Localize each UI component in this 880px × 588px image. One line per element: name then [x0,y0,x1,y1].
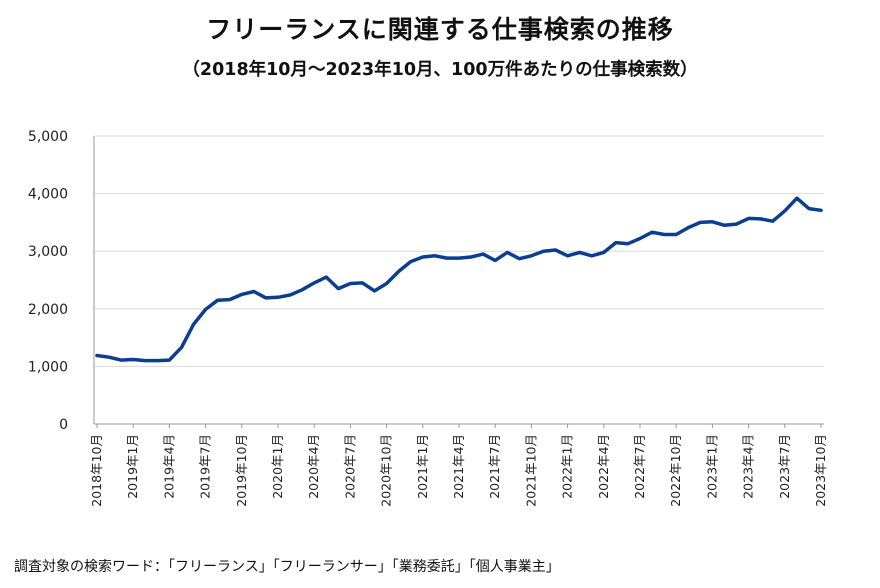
y-tick-label: 0 [59,417,68,433]
series-line [95,196,823,363]
y-tick-label: 4,000 [28,187,68,203]
y-tick-label: 3,000 [28,244,68,260]
y-tick-label: 1,000 [28,359,68,375]
x-tick-label: 2020年10月 [379,434,394,507]
x-tick-label: 2020年4月 [306,434,321,499]
x-tick-label: 2020年1月 [270,434,285,499]
chart-subtitle: （2018年10月～2023年10月、100万件あたりの仕事検索数） [182,60,698,80]
x-tick-label: 2021年10月 [523,434,538,507]
x-tick-label: 2019年10月 [234,434,249,507]
x-tick-label: 2021年7月 [487,434,502,499]
x-tick-label: 2019年1月 [125,434,140,499]
chart-title: フリーランスに関連する仕事検索の推移 [206,15,674,44]
y-tick-label: 5,000 [28,129,68,145]
x-tick-label: 2020年7月 [342,434,357,499]
x-tick-label: 2019年7月 [198,434,213,499]
x-tick-label: 2023年4月 [741,434,756,499]
x-tick-label: 2023年10月 [813,434,828,507]
x-tick-label: 2021年1月 [415,434,430,499]
x-tick-label: 2022年10月 [668,434,683,507]
x-tick-label: 2018年10月 [89,434,104,507]
y-tick-label: 2,000 [28,302,68,318]
x-tick-label: 2022年4月 [596,434,611,499]
x-tick-label: 2023年7月 [777,434,792,499]
x-tick-label: 2021年4月 [451,434,466,499]
x-tick-label: 2022年7月 [632,434,647,499]
x-tick-label: 2019年4月 [161,434,176,499]
x-tick-label: 2022年1月 [560,434,575,499]
x-tick-label: 2023年1月 [704,434,719,499]
search-terms-note: 調査対象の検索ワード：「フリーランス」「フリーランサー」「業務委託」「個人事業主… [14,559,560,575]
